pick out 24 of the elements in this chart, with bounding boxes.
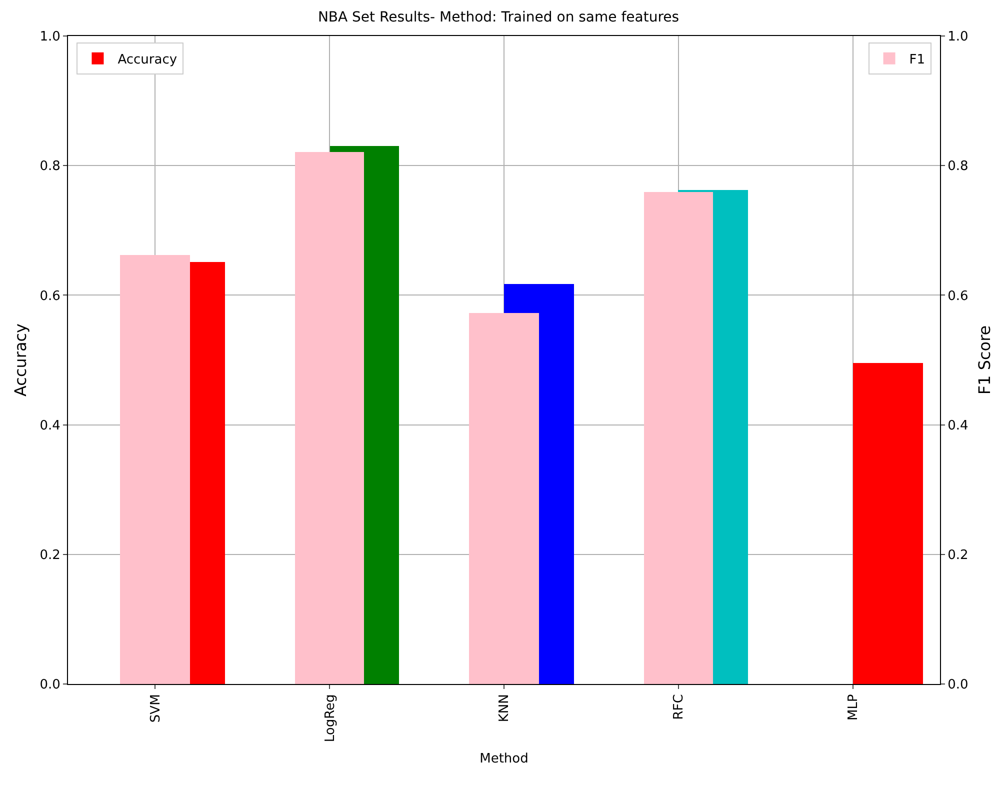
y2-axis-title: F1 Score <box>975 325 994 395</box>
x-tick-label: SVM <box>148 694 164 723</box>
y2-tick-label: 1.0 <box>948 30 968 45</box>
y-tick-label: 0.8 <box>40 159 60 174</box>
x-tick-label: RFC <box>672 694 687 720</box>
x-axis-title: Method <box>480 752 528 767</box>
bar <box>853 363 923 684</box>
y2-tick-label: 0.6 <box>948 288 968 304</box>
y-axis-title: Accuracy <box>11 323 30 397</box>
y-tick-label: 0.4 <box>40 418 60 434</box>
y-tick-label: 1.0 <box>40 30 60 45</box>
legend-label: F1 <box>909 52 926 68</box>
y2-tick-label: 0.8 <box>948 159 968 174</box>
y-tick-label: 0.2 <box>40 548 60 563</box>
y-tick-label: 0.0 <box>40 678 60 693</box>
x-tick-label: KNN <box>497 694 512 722</box>
chart-title: NBA Set Results- Method: Trained on same features <box>318 10 680 26</box>
y2-tick-label: 0.2 <box>948 548 968 563</box>
y-tick-label: 0.6 <box>40 288 60 304</box>
x-tick-label: LogReg <box>322 694 338 742</box>
x-tick-label: MLP <box>846 694 862 721</box>
y2-tick-label: 0.0 <box>948 678 968 693</box>
y2-tick-label: 0.4 <box>948 418 968 434</box>
legend-label: Accuracy <box>118 52 178 68</box>
